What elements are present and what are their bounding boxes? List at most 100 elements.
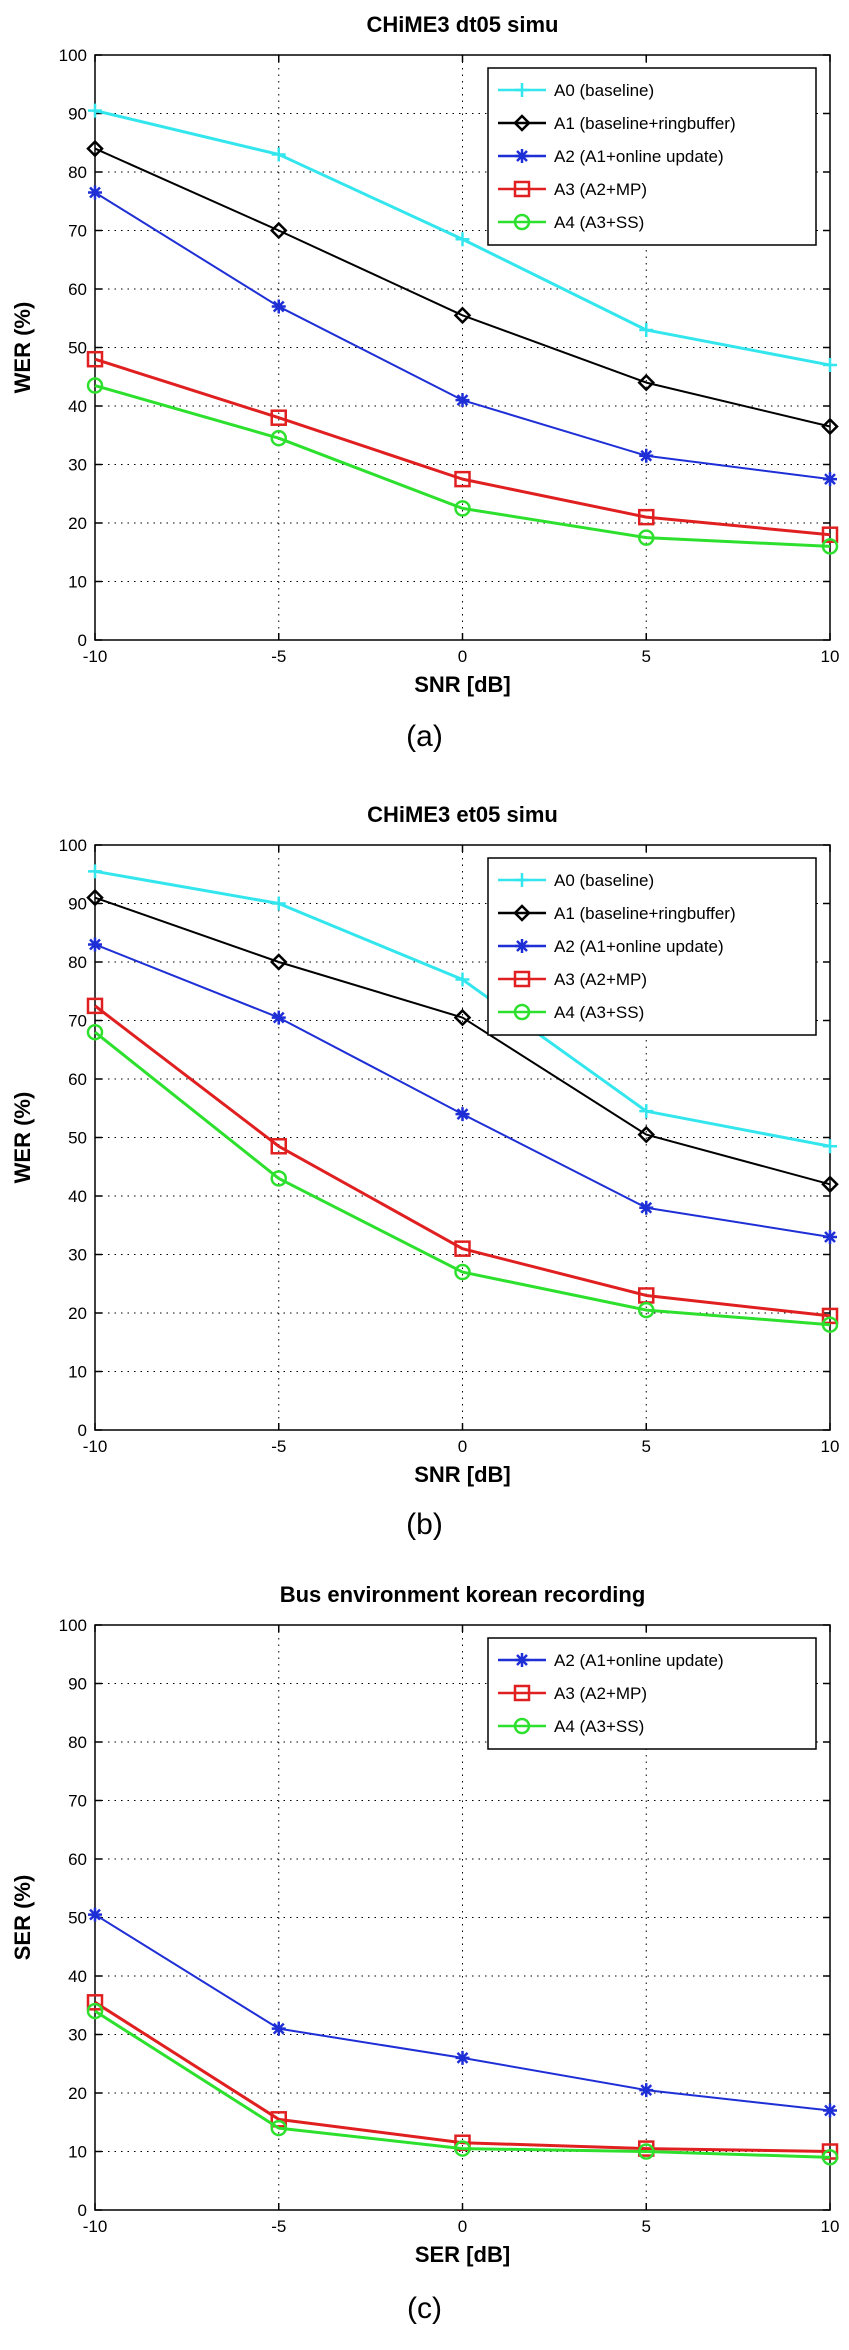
y-tick-label: 90: [68, 1675, 87, 1694]
data-point: [271, 1010, 286, 1025]
data-point: [86, 139, 104, 158]
series-a0: [88, 864, 837, 1154]
caption-c: (c): [407, 2292, 442, 2325]
data-point: [271, 147, 286, 162]
data-point: [270, 409, 287, 426]
data-point: [823, 358, 837, 373]
series-a4: [86, 2002, 839, 2166]
legend-entry: A1 (baseline+ringbuffer): [554, 114, 736, 133]
series-a1: [86, 888, 839, 1194]
legend-marker: [515, 939, 529, 953]
data-point: [821, 1307, 839, 1325]
data-point: [823, 1139, 837, 1154]
y-tick-label: 70: [68, 1792, 87, 1811]
series-a0: [88, 103, 837, 373]
y-tick-label: 50: [68, 339, 87, 358]
data-point: [453, 306, 472, 325]
chart-panel-b: -10 -5 0 5 10 0 10 20 30 40 50 60 70 80 90 100 CHiME3 et…: [0, 790, 849, 1570]
legend: A0 (baseline) A1 (baseline+ringbuffer) A2 …: [487, 857, 817, 1036]
legend-marker: [515, 83, 529, 97]
y-axis-label: WER (%): [10, 1092, 35, 1184]
data-point: [638, 508, 655, 526]
legend-entry: A4 (A3+SS): [554, 1717, 644, 1736]
data-point: [821, 526, 839, 543]
x-tick-label: -10: [83, 1437, 108, 1456]
x-tick-label: 5: [642, 2217, 651, 2236]
data-point: [638, 529, 655, 546]
data-point: [88, 103, 102, 118]
data-point: [86, 2002, 104, 2020]
y-tick-label: 40: [68, 397, 87, 416]
legend-marker: [515, 1653, 529, 1667]
y-tick-label: 30: [68, 2026, 87, 2045]
data-point: [821, 1316, 839, 1333]
y-tick-label: 20: [68, 2084, 87, 2103]
legend-marker: [513, 180, 531, 198]
series-line: [94, 2009, 831, 2159]
series-line: [94, 384, 831, 548]
data-point: [821, 1175, 839, 1194]
data-point: [454, 2140, 471, 2157]
y-tick-label: 10: [68, 2143, 87, 2162]
chart-title: Bus environment korean recording: [280, 1582, 646, 1607]
y-tick-label: 40: [68, 1967, 87, 1986]
y-tick-label: 10: [68, 1363, 87, 1382]
data-point: [823, 2103, 837, 2118]
x-axis-label: SNR [dB]: [414, 672, 511, 697]
legend-entry: A2 (A1+online update): [554, 937, 724, 956]
legend: A0 (baseline) A1 (baseline+ringbuffer) A2 …: [487, 67, 817, 246]
data-point: [269, 953, 288, 971]
data-point: [639, 322, 654, 337]
legend-marker: [513, 114, 531, 132]
data-point: [88, 937, 102, 952]
legend-entry: A3 (A2+MP): [554, 1684, 647, 1703]
data-point: [270, 1138, 287, 1155]
legend-marker: [513, 970, 531, 988]
data-point: [270, 1170, 287, 1187]
data-point: [454, 470, 471, 488]
x-tick-label: 0: [458, 2217, 467, 2236]
series-a4: [86, 377, 839, 555]
x-tick-label: -10: [83, 647, 108, 666]
series-a2: [88, 185, 837, 487]
data-point: [86, 1023, 104, 1041]
legend-marker: [515, 873, 529, 887]
legend-entry: A2 (A1+online update): [554, 1651, 724, 1670]
chart-panel-c: -10 -5 0 5 10 0 10 20 30 40 50 60 70 80 90 100 Bus envir…: [0, 1570, 849, 2350]
data-point: [639, 448, 654, 463]
data-point: [270, 2119, 287, 2137]
series-line: [94, 147, 831, 428]
y-tick-label: 90: [68, 895, 87, 914]
legend-entry: A4 (A3+SS): [554, 1003, 644, 1022]
y-tick-label: 60: [68, 280, 87, 299]
y-tick-label: 80: [68, 953, 87, 972]
data-point: [88, 1907, 102, 1922]
legend-marker: [513, 213, 531, 231]
y-tick-label: 30: [68, 456, 87, 475]
series-line: [94, 357, 831, 537]
data-point: [453, 1008, 472, 1027]
y-tick-label: 100: [59, 1616, 87, 1635]
series-a3: [86, 350, 839, 543]
legend-marker: [513, 1717, 531, 1735]
data-point: [637, 373, 656, 392]
data-point: [639, 2083, 654, 2098]
data-point: [455, 232, 470, 247]
data-point: [821, 417, 839, 436]
legend-entry: A0 (baseline): [554, 81, 654, 100]
y-tick-label: 70: [68, 1012, 87, 1031]
y-tick-label: 100: [59, 836, 87, 855]
legend-entry: A3 (A2+MP): [554, 970, 647, 989]
legend-entry: A1 (baseline+ringbuffer): [554, 904, 736, 923]
data-point: [639, 1200, 654, 1215]
data-point: [86, 888, 104, 907]
data-point: [269, 221, 288, 240]
data-point: [638, 1301, 655, 1319]
y-tick-label: 50: [68, 1909, 87, 1928]
data-point: [271, 299, 286, 314]
x-tick-label: -5: [271, 2217, 286, 2236]
chart-panel-a: -10 -5 0 5 10 0 10 20 30 40 50 60 70 80 90 100 CHiME3 dt…: [0, 0, 849, 790]
